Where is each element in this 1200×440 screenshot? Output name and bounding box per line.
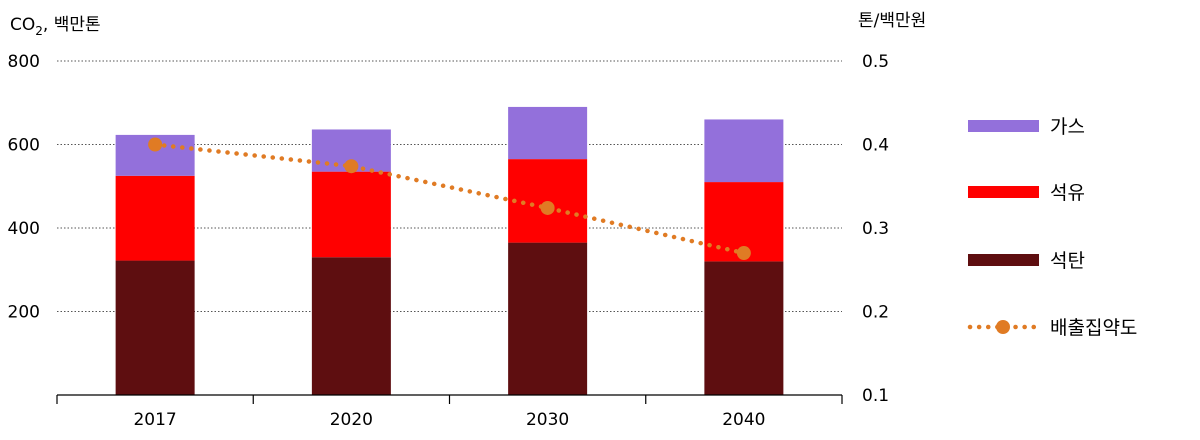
intensity-line bbox=[148, 137, 751, 261]
y-left-tick-label: 200 bbox=[8, 303, 40, 323]
x-tick-label: 2040 bbox=[722, 410, 765, 430]
y-right-tick-label: 0.4 bbox=[862, 136, 889, 156]
y-axis-right: 0.1 0.2 0.3 0.4 0.5 bbox=[862, 52, 889, 406]
legend-label: 가스 bbox=[1050, 116, 1085, 138]
y-right-tick-label: 0.3 bbox=[862, 219, 889, 239]
x-tick-label: 2017 bbox=[133, 410, 176, 430]
y-left-tick-label: 600 bbox=[8, 136, 40, 156]
y-left-tick-label: 800 bbox=[8, 52, 40, 72]
y-right-tick-label: 0.2 bbox=[862, 303, 889, 323]
legend-label: 배출집약도 bbox=[1050, 317, 1137, 339]
bar-segment bbox=[508, 106, 588, 160]
y-right-title: 톤/백만원 bbox=[858, 11, 926, 31]
bar-segment bbox=[508, 242, 588, 395]
intensity-point bbox=[344, 159, 359, 174]
legend-swatch bbox=[968, 254, 1039, 266]
y-right-tick-label: 0.1 bbox=[862, 386, 889, 406]
bar-segment bbox=[115, 175, 195, 261]
legend-swatch bbox=[968, 120, 1039, 132]
legend-line-marker bbox=[996, 320, 1010, 334]
intensity-line-path bbox=[152, 142, 747, 256]
x-axis: 2017 2020 2030 2040 bbox=[56, 394, 843, 430]
intensity-point bbox=[148, 137, 163, 152]
legend-label: 석탄 bbox=[1050, 250, 1085, 272]
bar-segment bbox=[311, 257, 391, 395]
bar-segment bbox=[311, 171, 391, 258]
bar-segment bbox=[508, 159, 588, 243]
y-left-title: CO2, 백만톤 bbox=[10, 15, 101, 38]
intensity-point bbox=[540, 200, 555, 215]
legend-label: 석유 bbox=[1050, 182, 1085, 204]
x-tick-label: 2020 bbox=[330, 410, 373, 430]
y-left-tick-label: 400 bbox=[8, 219, 40, 239]
bar-segment bbox=[704, 261, 784, 395]
bar-segment bbox=[115, 260, 195, 395]
legend-swatch bbox=[968, 186, 1039, 198]
y-right-tick-label: 0.5 bbox=[862, 52, 889, 72]
bar-segment bbox=[704, 119, 784, 183]
intensity-point bbox=[736, 246, 751, 261]
bars bbox=[115, 106, 784, 395]
y-axis-left: 200 400 600 800 bbox=[8, 52, 40, 323]
x-tick-label: 2030 bbox=[526, 410, 569, 430]
